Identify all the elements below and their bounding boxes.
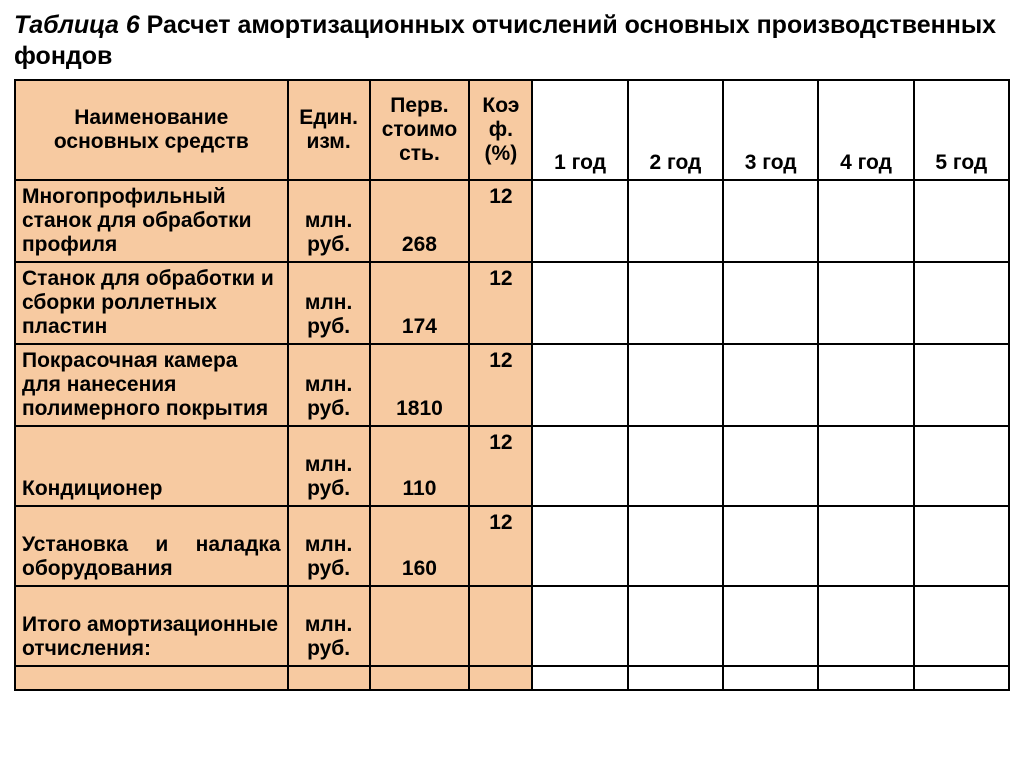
cell-y2	[628, 506, 723, 586]
table-title: Таблица 6 Расчет амортизационных отчисле…	[14, 10, 1010, 73]
cell-name: Станок для обработки и сборки роллетных …	[15, 262, 288, 344]
cell-y3	[723, 426, 818, 506]
col-header-y3: 3 год	[723, 80, 818, 180]
col-header-cost: Перв. стоимо сть.	[370, 80, 470, 180]
cell-coef	[469, 586, 532, 666]
footer-cell	[532, 666, 627, 690]
table-row: Установка и наладка оборудованиямлн. руб…	[15, 506, 1009, 586]
cell-cost: 110	[370, 426, 470, 506]
table-row: Многопрофильный станок для обработки про…	[15, 180, 1009, 262]
cell-y3	[723, 344, 818, 426]
cell-y5	[914, 586, 1009, 666]
cell-y2	[628, 344, 723, 426]
cell-unit: млн. руб.	[288, 180, 370, 262]
table-row: Итого амортизационные отчисления:млн. ру…	[15, 586, 1009, 666]
footer-cell	[818, 666, 913, 690]
cell-y4	[818, 586, 913, 666]
cell-y5	[914, 180, 1009, 262]
cell-y4	[818, 426, 913, 506]
cell-name: Кондиционер	[15, 426, 288, 506]
cell-y1	[532, 586, 627, 666]
cell-name: Многопрофильный станок для обработки про…	[15, 180, 288, 262]
footer-cell	[469, 666, 532, 690]
col-header-coef: Коэ ф. (%)	[469, 80, 532, 180]
table-row: Станок для обработки и сборки роллетных …	[15, 262, 1009, 344]
col-header-y4: 4 год	[818, 80, 913, 180]
cell-coef: 12	[469, 344, 532, 426]
col-header-y5: 5 год	[914, 80, 1009, 180]
cell-coef: 12	[469, 180, 532, 262]
footer-cell	[723, 666, 818, 690]
cell-unit: млн. руб.	[288, 586, 370, 666]
table-header-row: Наименование основных средств Един. изм.…	[15, 80, 1009, 180]
title-rest: Расчет амортизационных отчислений основн…	[14, 11, 996, 70]
cell-y1	[532, 344, 627, 426]
footer-cell	[370, 666, 470, 690]
cell-y5	[914, 262, 1009, 344]
cell-y5	[914, 344, 1009, 426]
cell-y3	[723, 506, 818, 586]
cell-y5	[914, 506, 1009, 586]
cell-cost	[370, 586, 470, 666]
cell-y4	[818, 262, 913, 344]
col-header-name: Наименование основных средств	[15, 80, 288, 180]
table-row: Кондиционермлн. руб.11012	[15, 426, 1009, 506]
cell-y1	[532, 180, 627, 262]
cell-y2	[628, 586, 723, 666]
cell-cost: 160	[370, 506, 470, 586]
col-header-y2: 2 год	[628, 80, 723, 180]
footer-cell	[628, 666, 723, 690]
cell-y3	[723, 262, 818, 344]
cell-coef: 12	[469, 506, 532, 586]
cell-y1	[532, 426, 627, 506]
cell-y1	[532, 506, 627, 586]
cell-y2	[628, 426, 723, 506]
cell-cost: 268	[370, 180, 470, 262]
table-row: Покрасочная камера для нанесения полимер…	[15, 344, 1009, 426]
table-footer-empty-row	[15, 666, 1009, 690]
cell-coef: 12	[469, 262, 532, 344]
amortization-table: Наименование основных средств Един. изм.…	[14, 79, 1010, 691]
footer-cell	[288, 666, 370, 690]
cell-y3	[723, 586, 818, 666]
cell-y2	[628, 262, 723, 344]
cell-y5	[914, 426, 1009, 506]
footer-cell	[914, 666, 1009, 690]
cell-name: Покрасочная камера для нанесения полимер…	[15, 344, 288, 426]
cell-unit: млн. руб.	[288, 344, 370, 426]
cell-y4	[818, 344, 913, 426]
cell-unit: млн. руб.	[288, 426, 370, 506]
cell-name: Установка и наладка оборудования	[15, 506, 288, 586]
cell-cost: 1810	[370, 344, 470, 426]
table-body: Многопрофильный станок для обработки про…	[15, 180, 1009, 690]
cell-y1	[532, 262, 627, 344]
cell-y4	[818, 506, 913, 586]
cell-y3	[723, 180, 818, 262]
title-prefix: Таблица 6	[14, 11, 140, 39]
cell-y2	[628, 180, 723, 262]
cell-unit: млн. руб.	[288, 262, 370, 344]
cell-cost: 174	[370, 262, 470, 344]
cell-coef: 12	[469, 426, 532, 506]
col-header-unit: Един. изм.	[288, 80, 370, 180]
cell-name: Итого амортизационные отчисления:	[15, 586, 288, 666]
cell-y4	[818, 180, 913, 262]
cell-unit: млн. руб.	[288, 506, 370, 586]
footer-cell	[15, 666, 288, 690]
col-header-y1: 1 год	[532, 80, 627, 180]
